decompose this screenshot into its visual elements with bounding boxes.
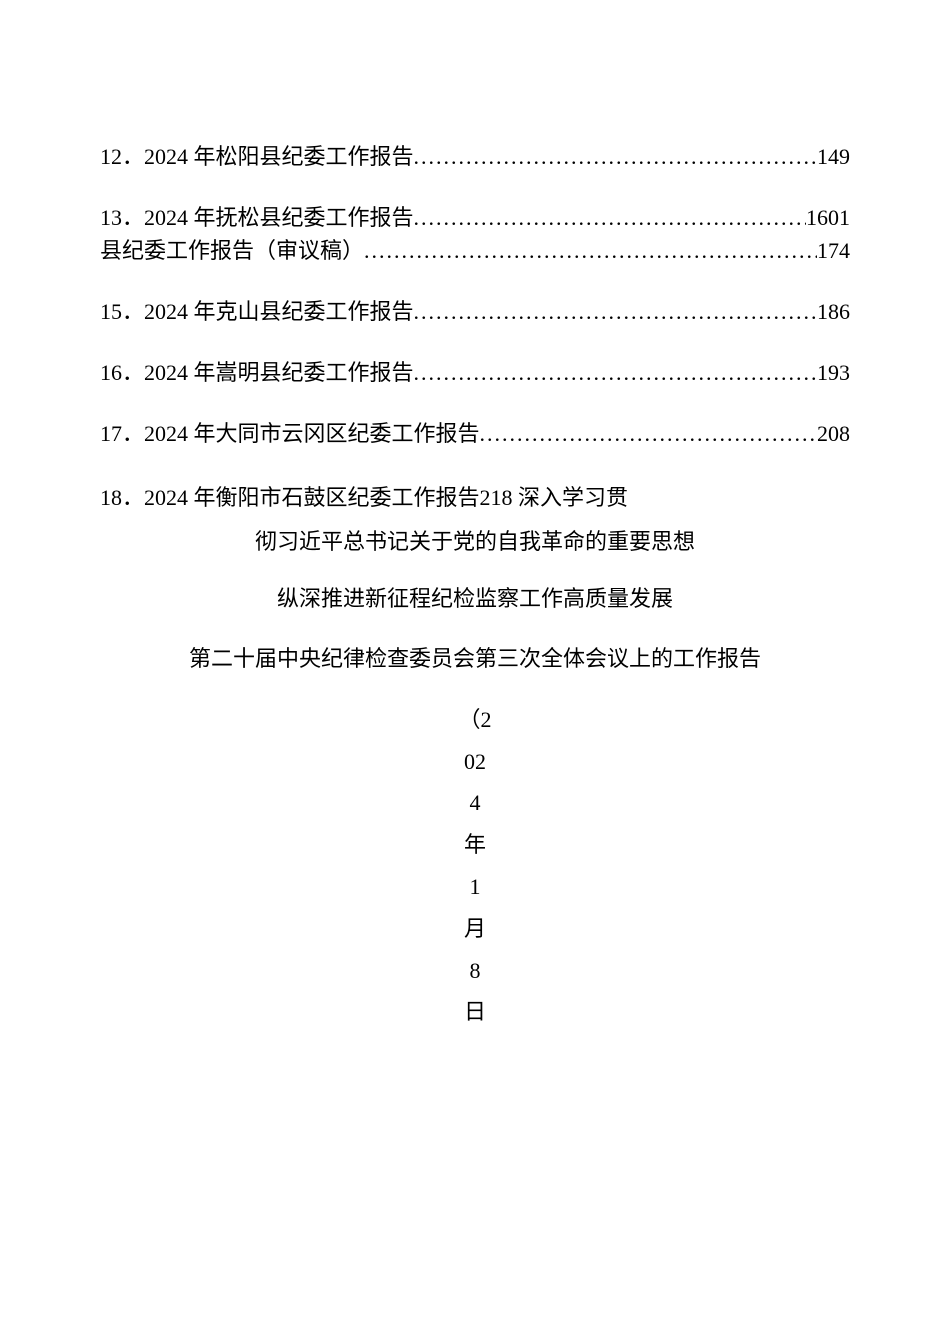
toc-dots <box>414 295 817 328</box>
toc-dots <box>480 417 817 450</box>
toc-dots <box>414 356 817 389</box>
toc-title: 县纪委工作报告（审议稿） <box>100 234 364 267</box>
date-char: 1 <box>100 866 850 908</box>
date-char: 4 <box>100 782 850 824</box>
toc-title: 17．2024 年大同市云冈区纪委工作报告 <box>100 417 480 450</box>
toc-page: 174 <box>817 234 850 267</box>
toc-page: 193 <box>817 356 850 389</box>
toc-entry-13: 13．2024 年抚松县纪委工作报告 1601 县纪委工作报告（审议稿） 174 <box>100 201 850 267</box>
toc-entry-15: 15．2024 年克山县纪委工作报告 186 <box>100 295 850 328</box>
toc-title: 15．2024 年克山县纪委工作报告 <box>100 295 414 328</box>
toc-page: 1601 <box>806 201 850 234</box>
toc-entry-16: 16．2024 年嵩明县纪委工作报告 193 <box>100 356 850 389</box>
toc-title: 12．2024 年松阳县纪委工作报告 <box>100 140 414 173</box>
toc-page: 186 <box>817 295 850 328</box>
date-char: 日 <box>100 991 850 1033</box>
toc-page: 149 <box>817 140 850 173</box>
toc-title: 16．2024 年嵩明县纪委工作报告 <box>100 356 414 389</box>
toc-entry-12: 12．2024 年松阳县纪委工作报告 149 <box>100 140 850 173</box>
date-char: 年 <box>100 824 850 866</box>
entry-18-line2: 彻习近平总书记关于党的自我革命的重要思想 <box>100 522 850 562</box>
toc-dots <box>364 234 817 267</box>
entry-18-line3: 纵深推进新征程纪检监察工作高质量发展 <box>100 579 850 619</box>
toc-entry-17: 17．2024 年大同市云冈区纪委工作报告 208 <box>100 417 850 450</box>
report-title: 第二十届中央纪律检查委员会第三次全体会议上的工作报告 <box>100 637 850 681</box>
toc-page: 208 <box>817 417 850 450</box>
toc-dots <box>414 201 806 234</box>
toc-entry-18: 18．2024 年衡阳市石鼓区纪委工作报告218 深入学习贯 <box>100 478 850 518</box>
date-char: 月 <box>100 908 850 950</box>
date-char: （2 <box>100 699 850 741</box>
date-vertical: （2 02 4 年 1 月 8 日 <box>100 699 850 1033</box>
toc-dots <box>414 140 817 173</box>
date-char: 02 <box>100 741 850 783</box>
date-char: 8 <box>100 950 850 992</box>
toc-title: 13．2024 年抚松县纪委工作报告 <box>100 201 414 234</box>
entry-18-line1: 18．2024 年衡阳市石鼓区纪委工作报告218 深入学习贯 <box>100 478 850 518</box>
